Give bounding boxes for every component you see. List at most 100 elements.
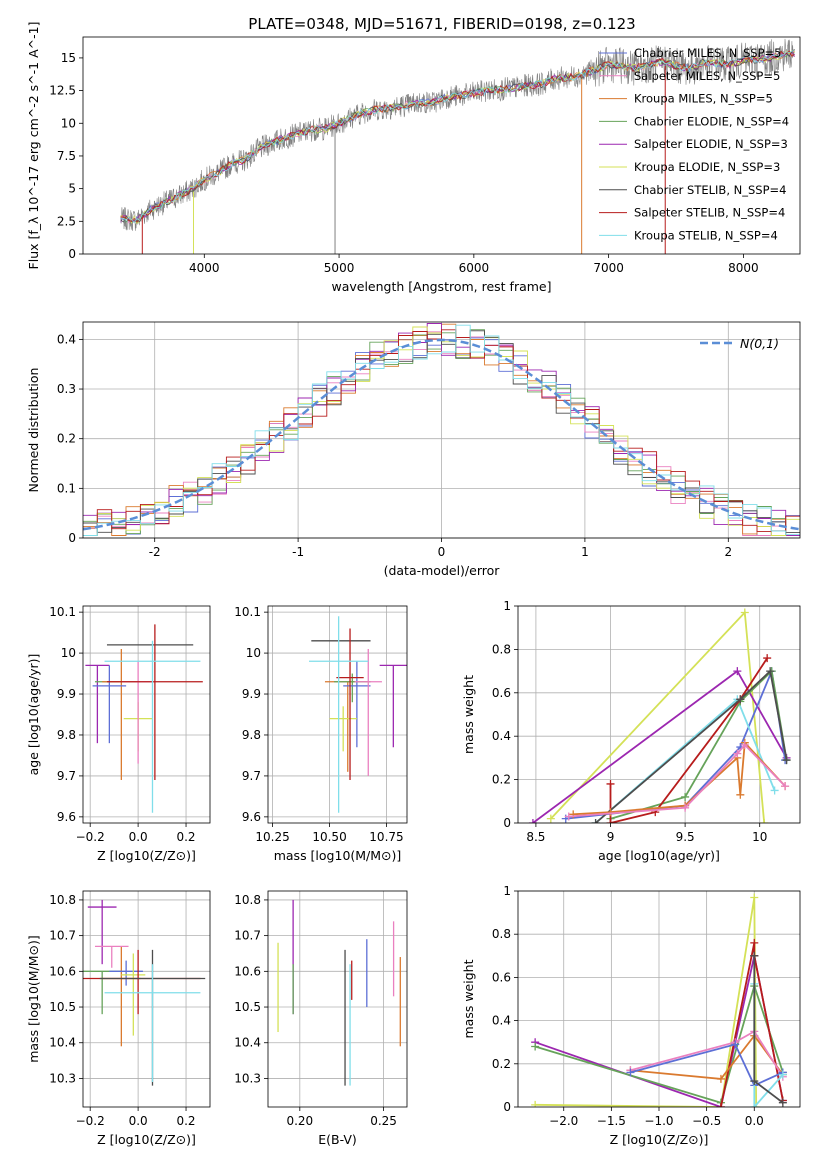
mass_vs_EBV-ytick-label: 10.8 [234,893,261,907]
weight_vs_age-xtick-label: 9.5 [676,830,695,844]
residuals-gaussian-line [83,338,800,531]
spectrum-ytick-label: 15 [61,51,76,65]
spectrum-ytick-label: 0 [68,247,76,261]
age_vs_mass-ytick-label: 9.9 [242,687,261,701]
spectrum-xtick-label: 5000 [324,261,355,275]
age_vs_mass-xtick-label: 10.50 [312,830,346,844]
weight_vs_age-marker [591,819,600,823]
weight_vs_Z-marker [750,951,759,960]
weight_vs_Z-plot-area [531,893,787,1107]
spectrum-ytick-label: 7.5 [57,149,76,163]
mass_vs_Z-xtick-label: 0.0 [129,1114,148,1128]
mass_vs_EBV-ytick-label: 10.7 [234,929,261,943]
weight_vs_age-ytick-label: 0 [503,816,511,830]
weight_vs_Z-xtick-label: −0.5 [692,1114,721,1128]
age_vs_mass-ytick-label: 9.6 [242,810,261,824]
weight_vs_age-marker [782,756,791,765]
weight_vs_age-marker [763,654,772,663]
age_vs_mass-point [354,648,382,776]
mass_vs_Z-ytick-label: 10.3 [49,1071,76,1085]
age_vs_Z-xtick-label: 0.2 [176,830,195,844]
age_vs_Z-xtick-label: 0.0 [129,830,148,844]
weight_vs_age-ytick-label: 0.2 [492,773,511,787]
weight_vs_Z-ytick-label: 0.2 [492,1057,511,1071]
weight_vs_age-marker [740,608,749,617]
weight_vs_Z-marker [716,1074,725,1083]
weight_vs_Z-ytick-label: 1 [503,884,511,898]
age_vs_Z-ytick-label: 9.7 [57,769,76,783]
legend-entry: Chabrier ELODIE, N_SSP=4 [634,114,789,128]
weight_vs_Z-marker [626,1068,635,1077]
weight_vs_Z-ytick-label: 0 [503,1100,511,1114]
weight_vs_age-marker [681,792,690,801]
age_vs_mass-ytick-label: 10 [246,646,261,660]
mass_vs_Z-plot-area [83,899,206,1086]
age_vs_mass-point [343,661,371,748]
weight_vs_Z-marker [716,1103,725,1107]
legend-entry: Salpeter STELIB, N_SSP=4 [634,206,785,220]
legend-entry: Chabrier MILES, N_SSP=5 [634,46,781,60]
weight_vs_age-ytick-label: 0.4 [492,729,511,743]
mass_vs_Z-xlabel: Z [log10(Z/Z⊙)] [97,1132,196,1147]
age_vs_mass-ytick-label: 10.1 [234,605,261,619]
mass_vs_Z-point [83,949,201,1015]
weight_vs_Z-marker [778,1070,787,1079]
mass_vs_Z-ylabel: mass [log10(M/M⊙)] [26,935,41,1063]
age_vs_mass-xlabel: mass [log10(M/M⊙)] [274,848,402,863]
weight_vs_age-xtick-label: 8.5 [526,830,545,844]
residuals-xtick-label: 1 [581,545,589,559]
weight_vs_age-marker [781,782,790,791]
weight_vs_age-panel: 8.5 9 9.5 10 0 0.2 0.4 0.6 0.8 1 age [log10(age/yr… [461,599,801,863]
spectrum-legend: Chabrier MILES, N_SSP=5 Salpeter MILES, N… [599,46,789,242]
spectrum-xtick-label: 6000 [459,261,490,275]
mass_vs_Z-ytick-label: 10.4 [49,1036,76,1050]
residuals-histogram-line [83,329,800,532]
age_vs_Z-ytick-label: 10.1 [49,605,76,619]
mass_vs_EBV-xtick-label: 0.25 [370,1114,397,1128]
age_vs_mass-point [379,664,407,748]
spectrum-ytick-label: 10 [61,116,76,130]
weight_vs_Z-series-line [753,983,784,1107]
age_vs_mass-xtick-label: 10.75 [369,830,403,844]
residuals-xtick-label: -1 [292,545,304,559]
age_vs_mass-point [336,628,364,781]
spectrum-model-line [120,50,795,224]
mass_vs_Z-frame [82,890,211,1108]
residuals-xtick-label: 0 [438,545,446,559]
age_vs_Z-frame [82,605,211,824]
mass_vs_EBV-xlabel: E(B-V) [318,1132,357,1147]
weight_vs_Z-series-line [720,942,784,1107]
weight_vs_age-series-line [595,669,788,823]
weight_vs_age-marker [760,819,769,823]
residuals-plot-area [83,323,800,536]
spectrum-ylabel: Flux [f_λ 10^-17 erg cm^-2 s^-1 A^-1] [26,22,41,270]
weight_vs_age-frame [517,605,801,824]
weight_vs_age-xlabel: age [log10(age/yr)] [598,848,720,863]
age_vs_mass-ytick-label: 9.8 [242,728,261,742]
weight_vs_age-ytick-label: 0.8 [492,642,511,656]
residuals-ytick-label: 0.1 [57,481,76,495]
weight_vs_age-ytick-label: 1 [503,599,511,613]
weight_vs_age-marker [546,814,555,823]
age_vs_Z-point [92,665,127,744]
residuals-ytick-label: 0.4 [57,332,76,346]
weight_vs_Z-xtick-label: 0.0 [745,1114,764,1128]
mass_vs_EBV-xtick-label: 0.20 [286,1114,313,1128]
legend-entry: Salpeter ELODIE, N_SSP=3 [634,137,788,151]
residuals-ytick-label: 0.2 [57,432,76,446]
spectrum-panel: 4000 5000 6000 7000 8000 0 2.5 5 7.5 10 12.5 15 wave… [26,22,801,294]
residuals-legend: N(0,1) [700,336,779,351]
weight_vs_Z-marker [750,1077,759,1086]
weight_vs_age-marker [766,667,775,676]
weight_vs_age-marker [736,695,745,704]
weight_vs_Z-ytick-label: 0.4 [492,1014,511,1028]
mass_vs_EBV-frame [267,890,408,1108]
legend-entry: Kroupa MILES, N_SSP=5 [634,92,773,106]
legend-entry: Chabrier STELIB, N_SSP=4 [634,183,786,197]
age_vs_Z-ytick-label: 10 [61,646,76,660]
mass_vs_EBV-ytick-label: 10.5 [234,1000,261,1014]
mass_vs_Z-point [104,964,201,1083]
age_vs_Z-panel: −0.2 0.0 0.2 9.6 9.7 9.8 9.9 10 10.1 Z [log10(Z/Z… [26,605,211,863]
spectrum-xtick-label: 8000 [728,261,759,275]
